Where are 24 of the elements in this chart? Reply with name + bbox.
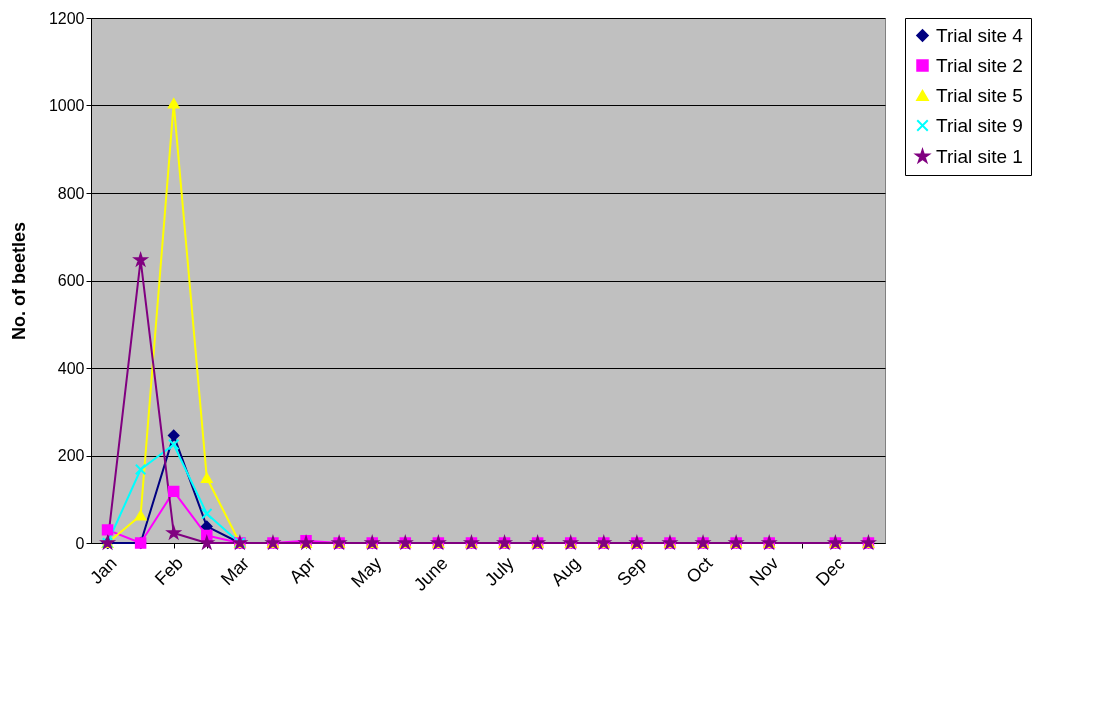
- y-tick-label: 800: [57, 184, 85, 202]
- y-axis-title: No. of beetles: [8, 221, 29, 341]
- legend-label: Trial site 5: [936, 84, 1023, 106]
- x-tick-label: Dec: [811, 553, 849, 590]
- x-tick-label: Jan: [86, 553, 121, 588]
- y-tick-label: 1000: [48, 97, 85, 114]
- y-tick-label: 0: [75, 534, 85, 552]
- legend-label: Trial site 2: [936, 54, 1023, 76]
- legend-label: Trial site 1: [936, 145, 1023, 167]
- x-tick-label: Apr: [285, 553, 320, 588]
- legend-label: Trial site 4: [936, 24, 1024, 46]
- x-tick-label: Oct: [682, 553, 717, 588]
- x-tick-label: Sep: [613, 553, 651, 590]
- y-tick-label: 400: [57, 359, 85, 377]
- x-tick-label: Mar: [217, 553, 254, 590]
- x-tick-label: May: [347, 553, 386, 592]
- x-tick-label: Aug: [547, 553, 584, 590]
- x-tick-label: Feb: [150, 553, 187, 590]
- y-tick-label: 1200: [48, 9, 85, 27]
- x-tick-label: Nov: [745, 553, 783, 590]
- legend-label: Trial site 9: [936, 114, 1023, 136]
- y-tick-label: 600: [57, 272, 85, 289]
- x-tick-label: July: [480, 553, 518, 590]
- y-tick-label: 200: [57, 447, 85, 464]
